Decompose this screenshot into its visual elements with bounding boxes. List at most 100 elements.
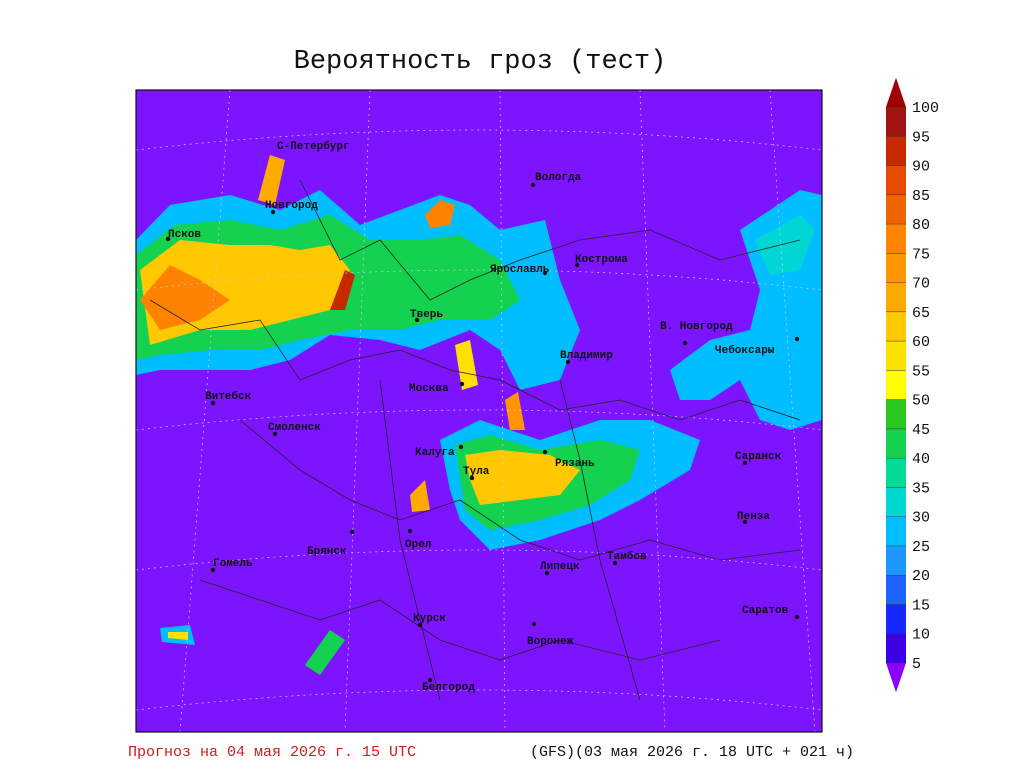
city-label: Пенза	[737, 511, 770, 523]
colorbar-segment	[886, 487, 906, 517]
colorbar-segment	[886, 165, 906, 195]
colorbar-tick-label: 30	[912, 510, 930, 527]
field	[455, 340, 478, 390]
city-dot	[544, 570, 550, 576]
city-label: Ярославль	[490, 264, 550, 276]
city-label: Брянск	[307, 546, 347, 558]
city-label: Тамбов	[607, 550, 647, 563]
borders	[149, 179, 801, 701]
field	[330, 270, 355, 310]
city-dot	[270, 209, 276, 215]
city-dot	[742, 460, 748, 466]
field	[465, 450, 580, 505]
city-dot	[458, 444, 464, 450]
colorbar-segment	[886, 399, 906, 429]
colorbar-segment	[886, 458, 906, 488]
city-dot	[612, 560, 618, 566]
city-label: Гомель	[213, 558, 253, 570]
colorbar-tick-label: 50	[912, 393, 930, 410]
colorbar-tick-label: 90	[912, 159, 930, 176]
colorbar-segment	[886, 341, 906, 371]
field	[410, 480, 430, 512]
run-info: (GFS)(03 мая 2026 г. 18 UTC + 021 ч)	[530, 744, 854, 761]
colorbar: 5 10 15 20 25 30 35 40 45 50 55 60 65 70 75 80 85 90 95 100	[886, 77, 939, 693]
colorbar-tick-label: 100	[912, 100, 939, 117]
city-label: Новгород	[265, 200, 318, 212]
city-label: Витебск	[205, 390, 252, 403]
colorbar-segment	[886, 604, 906, 634]
city-label: Псков	[168, 229, 201, 241]
colorbar-segment	[886, 107, 906, 137]
city-label: Саратов	[742, 605, 789, 617]
field	[140, 265, 230, 330]
city-dot	[459, 381, 465, 387]
colorbar-segment	[886, 633, 906, 663]
colorbar-tick-label: 75	[912, 246, 930, 263]
city-label: Вологда	[535, 172, 582, 184]
colorbar-tick-label: 65	[912, 305, 930, 322]
colorbar-tick-label: 10	[912, 627, 930, 644]
colorbar-segment	[886, 311, 906, 342]
field	[425, 200, 455, 228]
map-title: Вероятность гроз (тест)	[294, 47, 667, 77]
city-dot	[417, 622, 423, 628]
colorbar-tick-label: 80	[912, 217, 930, 234]
probability-fields	[136, 155, 822, 675]
colorbar-tick-label: 25	[912, 539, 930, 556]
city-dot	[165, 236, 171, 242]
colorbar-segment	[886, 224, 906, 254]
city-dot	[414, 317, 420, 323]
city-label: Курск	[413, 613, 446, 625]
city-dot	[794, 614, 800, 620]
city-label: Чебоксары	[715, 344, 775, 357]
city-dot	[565, 359, 571, 365]
field	[505, 392, 525, 430]
city-dot	[272, 431, 278, 437]
colorbar-tick-label: 5	[912, 656, 921, 673]
city-dot	[210, 567, 216, 573]
map: С-Петербург Новгород Псков Вологда Ярославль…	[135, 89, 823, 733]
colorbar-end	[886, 663, 906, 693]
map-background	[136, 90, 822, 732]
city-dot	[542, 449, 548, 455]
field	[305, 630, 345, 675]
colorbar-tick-label: 70	[912, 276, 930, 293]
city-label: Кострома	[575, 254, 628, 266]
city-dot	[349, 529, 355, 535]
city-label: Саранск	[735, 451, 782, 463]
city-dot	[574, 262, 580, 268]
colorbar-segment	[886, 194, 906, 225]
colorbar-segment	[886, 282, 906, 312]
city-label: Орел	[405, 539, 431, 551]
city-label: С-Петербург	[277, 140, 350, 153]
colorbar-tick-label: 35	[912, 480, 930, 497]
field	[258, 155, 285, 205]
city-dot	[742, 519, 748, 525]
city-dot	[682, 340, 688, 346]
graticule	[135, 89, 823, 733]
city-dot	[542, 270, 548, 276]
city-dot	[210, 400, 216, 406]
colorbar-segment	[886, 370, 906, 400]
colorbar-segment	[886, 136, 906, 166]
city-label: Липецк	[540, 561, 580, 573]
city-dot	[427, 677, 433, 683]
city-label: Рязань	[555, 458, 595, 470]
city-label: Тверь	[410, 309, 443, 321]
city-label: Владимир	[560, 350, 613, 362]
colorbar-tick-label: 45	[912, 422, 930, 439]
city-label: Смоленск	[268, 422, 321, 434]
city-label: Воронеж	[527, 636, 574, 648]
city-dot	[530, 182, 536, 188]
city-label: Москва	[409, 383, 449, 395]
city-label: Белгород	[422, 682, 475, 694]
colorbar-tick-label: 40	[912, 451, 930, 468]
cities: С-Петербург Новгород Псков Вологда Ярославль…	[165, 140, 800, 694]
colorbar-segment	[886, 516, 906, 546]
colorbar-tick-label: 55	[912, 363, 930, 380]
colorbar-end	[886, 77, 906, 107]
forecast-time: Прогноз на 04 мая 2026 г. 15 UTC	[128, 744, 416, 761]
colorbar-segment	[886, 545, 906, 576]
city-label: Калуга	[415, 447, 455, 459]
